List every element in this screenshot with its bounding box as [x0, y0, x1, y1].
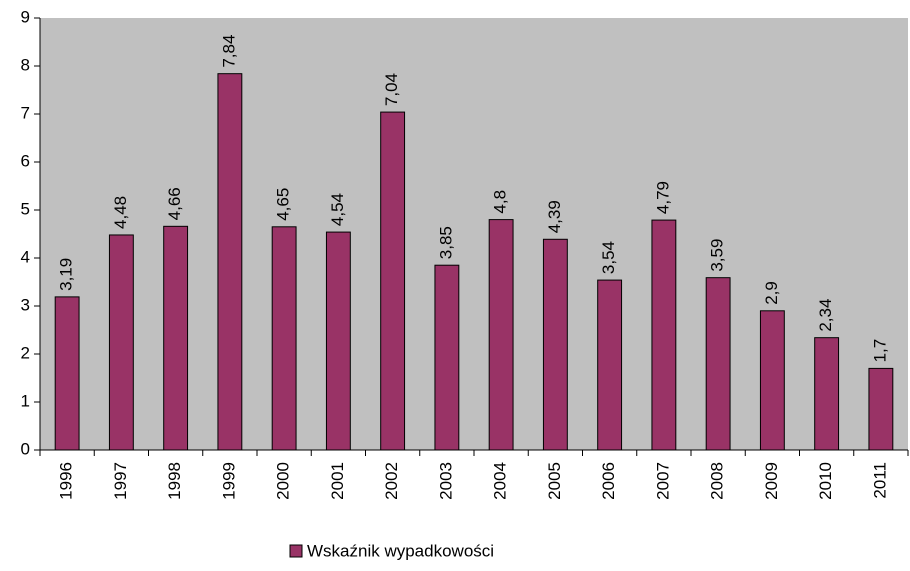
y-tick-label: 3 — [21, 295, 30, 314]
legend-swatch — [289, 544, 303, 558]
y-tick-label: 2 — [21, 343, 30, 362]
bar — [163, 225, 189, 451]
bar — [705, 277, 731, 451]
bar — [325, 231, 351, 451]
y-tick-label: 8 — [21, 55, 30, 74]
data-label: 1,7 — [870, 339, 889, 363]
x-tick-label: 2006 — [599, 462, 618, 500]
x-tick-label: 2008 — [708, 462, 727, 500]
bar — [542, 238, 568, 451]
data-label: 2,34 — [816, 299, 835, 332]
bar — [597, 279, 623, 451]
data-label: 3,54 — [599, 241, 618, 274]
x-tick-label: 2004 — [491, 462, 510, 500]
y-tick-label: 5 — [21, 199, 30, 218]
x-tick-label: 2000 — [274, 462, 293, 500]
data-label: 3,85 — [436, 226, 455, 259]
bar — [434, 264, 460, 451]
x-tick-label: 2010 — [816, 462, 835, 500]
y-tick-label: 7 — [21, 103, 30, 122]
x-tick-label: 2003 — [436, 462, 455, 500]
data-label: 4,66 — [165, 187, 184, 220]
bar — [759, 310, 785, 451]
y-tick-label: 1 — [21, 391, 30, 410]
bar — [380, 111, 406, 451]
data-label: 2,9 — [762, 281, 781, 305]
data-label: 4,48 — [111, 196, 130, 229]
x-tick-label: 2001 — [328, 462, 347, 500]
y-tick-label: 0 — [21, 439, 30, 458]
x-tick-label: 2005 — [545, 462, 564, 500]
bar — [488, 219, 514, 451]
legend-label: Wskaźnik wypadkowości — [307, 541, 494, 560]
data-label: 4,8 — [491, 190, 510, 214]
data-label: 3,19 — [57, 258, 76, 291]
data-label: 7,04 — [382, 73, 401, 106]
x-tick-label: 1998 — [165, 462, 184, 500]
x-tick-label: 2007 — [653, 462, 672, 500]
bar — [217, 73, 243, 451]
x-tick-label: 1997 — [111, 462, 130, 500]
y-tick-label: 9 — [21, 7, 30, 26]
data-label: 4,54 — [328, 193, 347, 226]
bar — [814, 337, 840, 451]
x-tick-label: 1996 — [57, 462, 76, 500]
bar — [271, 226, 297, 451]
y-tick-label: 4 — [21, 247, 30, 266]
bar — [54, 296, 80, 451]
data-label: 4,65 — [274, 188, 293, 221]
x-tick-label: 1999 — [219, 462, 238, 500]
x-tick-label: 2011 — [870, 462, 889, 499]
bar — [108, 234, 134, 451]
x-tick-label: 2009 — [762, 462, 781, 500]
x-tick-label: 2002 — [382, 462, 401, 500]
data-label: 7,84 — [219, 35, 238, 68]
bar — [868, 367, 894, 451]
y-tick-label: 6 — [21, 151, 30, 170]
bar — [651, 219, 677, 451]
data-label: 3,59 — [708, 239, 727, 272]
data-label: 4,39 — [545, 200, 564, 233]
data-label: 4,79 — [653, 181, 672, 214]
